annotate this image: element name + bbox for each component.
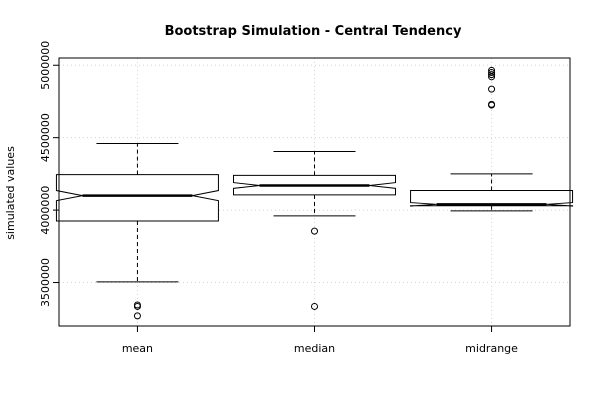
- y-axis: 3500000 4000000 4500000 5000000: [39, 41, 60, 307]
- outlier-point-midrange-2: [488, 71, 496, 79]
- outlier-point-midrange-1: [488, 68, 496, 76]
- outlier-point-midrange-4: [488, 85, 496, 93]
- x-axis: mean median midrange: [122, 325, 518, 355]
- outlier-point-midrange-3: [488, 73, 496, 81]
- box-body-mean: [55, 174, 219, 222]
- box-mean: [55, 142, 219, 320]
- outlier-point-mean-2: [133, 312, 141, 320]
- y-tick-label-2: 4500000: [39, 113, 52, 162]
- x-tick-label-mean: mean: [122, 342, 153, 355]
- y-tick-label-1: 4000000: [39, 186, 52, 235]
- x-tick-label-midrange: midrange: [465, 342, 518, 355]
- box-median: [233, 150, 396, 310]
- outlier-point-mean-1: [133, 302, 141, 310]
- grid-lines: [59, 58, 570, 326]
- chart-title: Bootstrap Simulation - Central Tendency: [165, 24, 462, 39]
- y-axis-label: simulated values: [4, 146, 17, 240]
- y-tick-label-0: 3500000: [39, 258, 52, 307]
- y-tick-label-3: 5000000: [39, 41, 52, 90]
- box-midrange: [410, 66, 574, 212]
- boxes: [55, 66, 574, 320]
- outlier-point-median-0: [311, 227, 318, 235]
- outlier-point-median-1: [311, 302, 318, 310]
- outlier-point-midrange-0: [488, 66, 496, 74]
- outlier-point-midrange-6: [488, 101, 496, 109]
- x-tick-label-median: median: [294, 342, 335, 355]
- box-body-midrange: [410, 190, 574, 207]
